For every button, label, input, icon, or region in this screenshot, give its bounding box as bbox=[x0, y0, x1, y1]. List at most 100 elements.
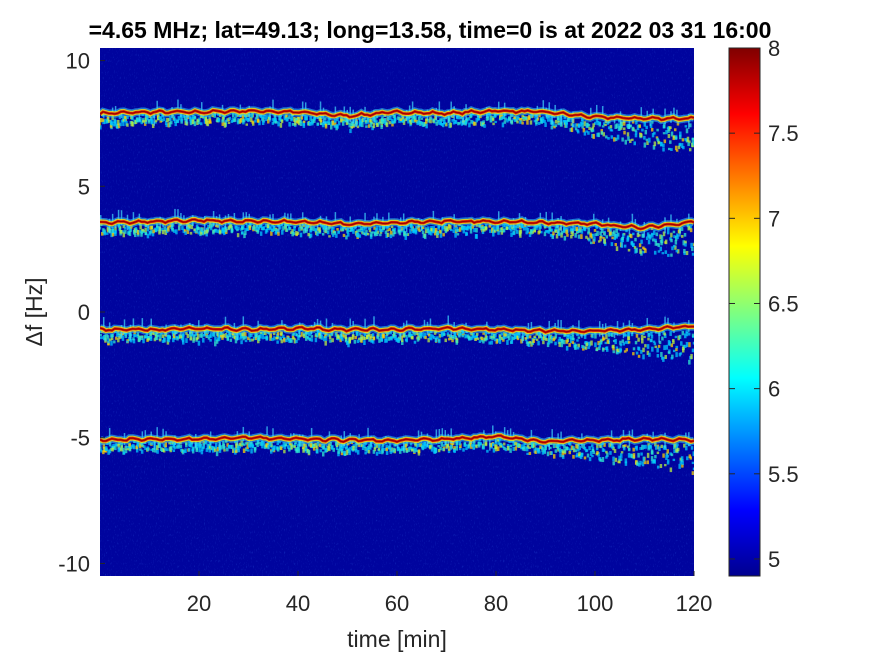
speckle bbox=[648, 137, 651, 143]
speckle bbox=[470, 119, 473, 124]
speckle bbox=[198, 117, 201, 121]
speckle bbox=[465, 232, 469, 236]
speckle bbox=[309, 116, 312, 121]
speckle bbox=[655, 232, 659, 237]
speckle bbox=[193, 116, 197, 120]
x-axis: 20 40 60 80 100 120 bbox=[187, 571, 712, 616]
speckle bbox=[599, 231, 602, 236]
speckle bbox=[622, 127, 626, 130]
speckle bbox=[614, 457, 618, 462]
speckle bbox=[617, 348, 620, 352]
speckle bbox=[361, 122, 364, 128]
speckle bbox=[382, 333, 386, 339]
speckle bbox=[489, 335, 492, 340]
speckle bbox=[103, 449, 106, 453]
speckle bbox=[233, 447, 236, 451]
speckle bbox=[190, 442, 193, 448]
speckle bbox=[428, 229, 431, 234]
speckle bbox=[128, 231, 132, 237]
speckle bbox=[396, 448, 400, 452]
speckle bbox=[283, 337, 286, 343]
speckle bbox=[504, 117, 507, 121]
speckle bbox=[615, 123, 619, 129]
speckle bbox=[269, 226, 272, 231]
speckle bbox=[292, 332, 295, 336]
speckle bbox=[321, 233, 325, 236]
speckle bbox=[598, 342, 602, 348]
speckle bbox=[376, 230, 379, 234]
speckle bbox=[691, 471, 694, 476]
speckle bbox=[441, 122, 445, 128]
speckle bbox=[210, 224, 214, 228]
speckle bbox=[256, 442, 259, 447]
speckle bbox=[178, 226, 181, 230]
speckle bbox=[164, 229, 167, 236]
speckle bbox=[351, 334, 355, 340]
speckle bbox=[482, 226, 485, 231]
speckle bbox=[201, 446, 204, 452]
speckle bbox=[144, 227, 147, 232]
speckle bbox=[504, 333, 507, 337]
speckle bbox=[426, 228, 430, 234]
speckle bbox=[432, 446, 436, 450]
speckle bbox=[368, 444, 371, 449]
speckle bbox=[598, 457, 601, 460]
speckle bbox=[667, 134, 671, 139]
speckle bbox=[612, 339, 616, 343]
speckle bbox=[592, 133, 595, 139]
speckle bbox=[288, 115, 291, 120]
speckle bbox=[605, 455, 608, 459]
speckle bbox=[551, 235, 555, 238]
speckle bbox=[242, 448, 246, 454]
speckle bbox=[413, 332, 416, 336]
speckle bbox=[563, 448, 567, 453]
speckle bbox=[449, 122, 453, 128]
speckle bbox=[345, 450, 349, 456]
speckle bbox=[607, 126, 611, 130]
speckle bbox=[577, 336, 581, 339]
speckle bbox=[212, 332, 215, 337]
speckle bbox=[656, 451, 660, 455]
speckle bbox=[244, 335, 248, 339]
speckle bbox=[507, 336, 511, 341]
speckle bbox=[476, 332, 479, 336]
speckle bbox=[640, 239, 643, 244]
speckle bbox=[566, 334, 569, 339]
speckle bbox=[401, 446, 404, 451]
speckle bbox=[415, 449, 419, 453]
speckle bbox=[615, 246, 619, 252]
spike bbox=[156, 100, 158, 111]
speckle bbox=[556, 446, 560, 450]
speckle bbox=[584, 341, 587, 345]
speckle bbox=[552, 121, 555, 127]
spike bbox=[132, 318, 135, 330]
speckle bbox=[316, 122, 319, 126]
speckle bbox=[681, 459, 684, 463]
speckle bbox=[364, 446, 367, 451]
speckle bbox=[653, 342, 657, 346]
speckle bbox=[267, 119, 270, 124]
speckle bbox=[549, 118, 552, 122]
speckle bbox=[250, 448, 253, 454]
speckle bbox=[504, 334, 507, 339]
speckle bbox=[389, 230, 393, 236]
speckle bbox=[666, 229, 670, 235]
speckle bbox=[605, 334, 608, 340]
speckle bbox=[582, 127, 586, 133]
speckle bbox=[339, 227, 343, 231]
speckle bbox=[534, 450, 537, 454]
speckle bbox=[492, 231, 495, 237]
speckle bbox=[250, 113, 254, 118]
speckle bbox=[293, 338, 297, 344]
speckle bbox=[270, 228, 274, 232]
speckle bbox=[401, 119, 405, 123]
speckle bbox=[524, 336, 528, 340]
speckle bbox=[680, 227, 684, 232]
speckle bbox=[376, 333, 380, 337]
speckle bbox=[614, 338, 617, 345]
speckle bbox=[635, 333, 639, 338]
speckle bbox=[644, 248, 647, 253]
speckle bbox=[612, 461, 615, 466]
speckle bbox=[609, 230, 612, 236]
speckle bbox=[200, 228, 204, 233]
